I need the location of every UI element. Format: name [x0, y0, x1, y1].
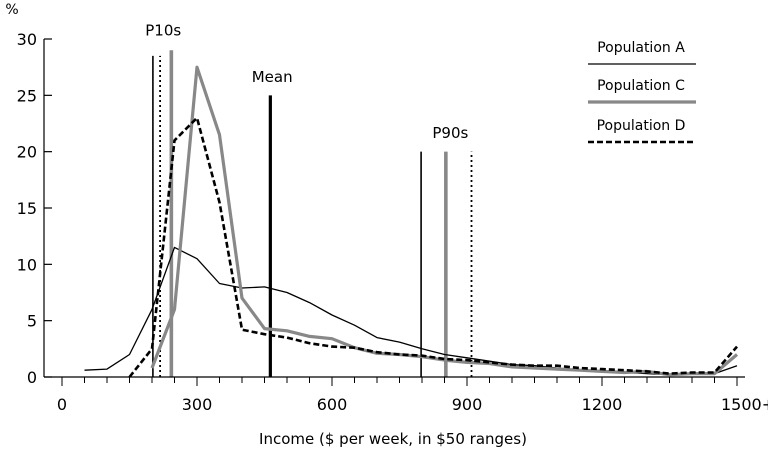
x-axis-title: Income ($ per week, in $50 ranges): [259, 430, 527, 448]
x-tick-label: 0: [57, 395, 67, 414]
x-tick-label: 1500+: [721, 395, 768, 414]
y-tick-label: 25: [17, 86, 37, 105]
annotation-mean: Mean: [252, 68, 293, 86]
legend-label-population-a: Population A: [597, 40, 685, 56]
y-tick-label: 10: [17, 255, 37, 274]
series-line-population-d: [128, 116, 738, 378]
legend: Population A Population C Population D: [588, 40, 696, 144]
annotation-p10s: P10s: [145, 22, 181, 40]
y-tick-label: 30: [17, 30, 37, 49]
annotation-p90s: P90s: [432, 124, 468, 142]
legend-label-population-d: Population D: [597, 118, 686, 134]
legend-label-population-c: Population C: [597, 78, 685, 94]
y-tick-label: 0: [27, 368, 37, 387]
y-tick-label: 5: [27, 312, 37, 331]
y-tick-label: 15: [17, 199, 37, 218]
x-tick-label: 900: [452, 395, 483, 414]
x-tick-label: 300: [182, 395, 213, 414]
x-tick-label: 1200: [582, 395, 623, 414]
x-tick-label: 600: [317, 395, 348, 414]
plot-area: P10s Mean P90s: [84, 22, 739, 378]
y-axis-unit-label: %: [5, 2, 18, 18]
y-tick-label: 20: [17, 143, 37, 162]
